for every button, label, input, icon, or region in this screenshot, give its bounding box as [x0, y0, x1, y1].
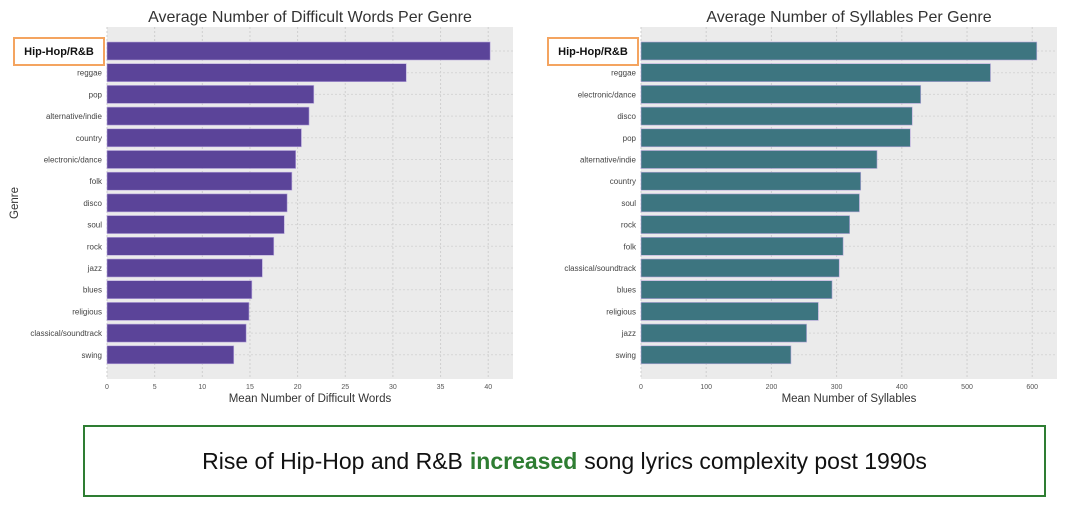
bar-hip-hop-r-b: [106, 41, 491, 61]
highlight-box: [547, 37, 639, 66]
bar-folk: [106, 171, 293, 191]
y-tick-label: classical/soundtrack: [30, 329, 103, 338]
x-tick-label: 5: [153, 384, 157, 391]
y-tick-label: alternative/indie: [46, 112, 103, 121]
callout-text-after: song lyrics complexity post 1990s: [584, 447, 927, 474]
bar-electronic-dance: [106, 150, 297, 169]
x-tick-label: 200: [766, 384, 778, 391]
bar-swing: [106, 345, 235, 365]
bar-classical-soundtrack: [640, 258, 840, 278]
conclusion-callout: Rise of Hip-Hop and R&B increased song l…: [83, 425, 1046, 497]
bar-rock: [640, 215, 850, 234]
x-tick-label: 15: [246, 384, 254, 391]
bar-soul: [640, 193, 860, 213]
highlight-box: [13, 37, 105, 66]
bar-swing: [640, 345, 792, 365]
bar-classical-soundtrack: [106, 323, 247, 343]
x-tick-label: 0: [105, 384, 109, 391]
y-tick-label: classical/soundtrack: [564, 264, 637, 273]
y-tick-label: blues: [83, 286, 102, 295]
x-tick-label: 500: [961, 384, 973, 391]
x-tick-label: 400: [896, 384, 908, 391]
y-tick-label: pop: [89, 90, 103, 99]
y-tick-label: blues: [617, 286, 636, 295]
bar-electronic-dance: [640, 85, 922, 104]
y-tick-label: alternative/indie: [580, 156, 637, 165]
y-tick-label: jazz: [87, 264, 102, 273]
y-tick-label: electronic/dance: [44, 156, 103, 165]
bar-country: [106, 128, 302, 148]
bar-soul: [106, 215, 285, 234]
bar-disco: [106, 193, 288, 213]
bar-blues: [640, 280, 833, 300]
y-tick-label: swing: [616, 351, 636, 360]
y-tick-label: soul: [621, 199, 636, 208]
bar-reggae: [640, 63, 991, 83]
x-tick-label: 25: [341, 384, 349, 391]
y-axis-label: Genre: [9, 187, 21, 219]
y-tick-label: country: [610, 177, 636, 186]
callout-highlight: increased: [469, 447, 578, 474]
x-tick-label: 300: [831, 384, 843, 391]
y-tick-label: soul: [87, 221, 102, 230]
bar-rock: [106, 237, 275, 256]
y-tick-label: religious: [606, 307, 636, 316]
x-tick-label: 20: [294, 384, 302, 391]
y-tick-label: religious: [72, 307, 102, 316]
callout-text-before: Rise of Hip-Hop and R&B: [202, 447, 463, 474]
bar-pop: [106, 85, 315, 104]
y-tick-label: country: [76, 134, 102, 143]
y-tick-label: electronic/dance: [578, 90, 637, 99]
y-tick-label: folk: [90, 177, 103, 186]
x-tick-label: 0: [639, 384, 643, 391]
chart-title: Average Number of Syllables Per Genre: [706, 9, 991, 26]
y-tick-label: rock: [621, 221, 637, 230]
charts-canvas: 0 5 10 15 20 25 30 35 40 Hip-Hop/R&B reggae pop alte…: [9, 9, 1057, 405]
y-tick-label: folk: [624, 242, 637, 251]
x-tick-label: 10: [198, 384, 206, 391]
bar-religious: [640, 302, 819, 321]
y-tick-label: reggae: [77, 69, 102, 78]
y-tick-label: swing: [82, 351, 102, 360]
bar-blues: [106, 280, 253, 300]
chart-title: Average Number of Difficult Words Per Ge…: [148, 9, 472, 26]
bar-jazz: [106, 258, 263, 278]
y-tick-label: jazz: [621, 329, 636, 338]
x-tick-label: 100: [700, 384, 712, 391]
bar-folk: [640, 237, 844, 256]
bar-religious: [106, 302, 250, 321]
y-tick-label: pop: [623, 134, 637, 143]
y-tick-label: disco: [617, 112, 636, 121]
y-tick-label: reggae: [611, 69, 636, 78]
bar-hip-hop-r-b: [640, 41, 1038, 61]
bar-alternative-indie: [106, 106, 310, 126]
bar-disco: [640, 106, 913, 126]
x-axis-label: Mean Number of Syllables: [782, 393, 917, 405]
bar-reggae: [106, 63, 407, 83]
bar-country: [640, 171, 862, 191]
x-tick-label: 30: [389, 384, 397, 391]
x-tick-label: 40: [484, 384, 492, 391]
y-tick-label: disco: [83, 199, 102, 208]
x-axis-label: Mean Number of Difficult Words: [229, 393, 392, 405]
y-tick-label: rock: [87, 242, 103, 251]
y-tick-label-highlighted: Hip-Hop/R&B: [24, 46, 94, 58]
bar-pop: [640, 128, 911, 148]
x-tick-label: 600: [1026, 384, 1038, 391]
bar-alternative-indie: [640, 150, 878, 169]
x-tick-label: 35: [437, 384, 445, 391]
y-tick-label-highlighted: Hip-Hop/R&B: [558, 46, 628, 58]
bar-jazz: [640, 323, 807, 343]
